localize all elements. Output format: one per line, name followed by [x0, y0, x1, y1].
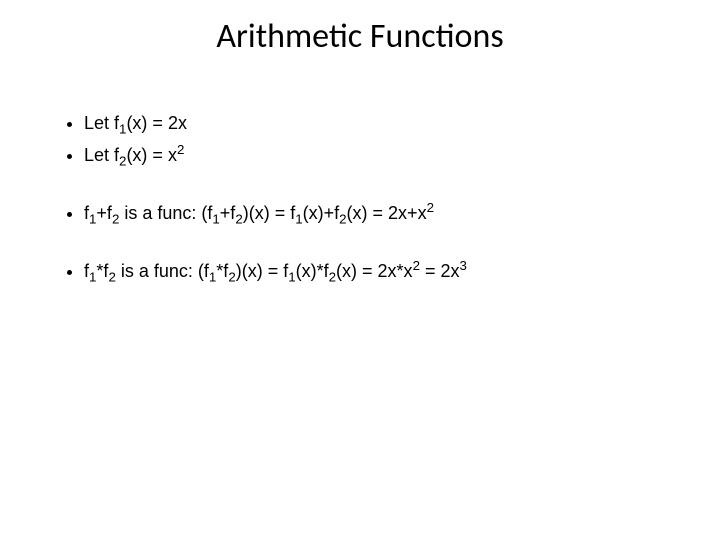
text: (x) = 2x+x [347, 203, 427, 223]
bullet-line-4: f1*f2 is a func: (f1*f2)(x) = f1(x)*f2(x… [84, 258, 660, 286]
subscript: 2 [329, 269, 336, 284]
text: (x) = 2x [126, 113, 187, 133]
superscript: 2 [427, 200, 434, 215]
text: *f [216, 261, 228, 281]
spacer [84, 232, 660, 254]
superscript: 2 [177, 142, 184, 157]
superscript: 2 [413, 258, 420, 273]
slide-content: Let f1(x) = 2x Let f2(x) = x2 f1+f2 is a… [60, 110, 660, 290]
bullet-list: Let f1(x) = 2x Let f2(x) = x2 f1+f2 is a… [60, 110, 660, 286]
subscript: 1 [212, 211, 219, 226]
text: (x) = 2x*x [336, 261, 413, 281]
text: (x)*f [296, 261, 329, 281]
text: is a func: (f [116, 261, 209, 281]
text: Let f [84, 145, 119, 165]
text: +f [96, 203, 112, 223]
subscript: 2 [339, 211, 346, 226]
subscript: 1 [295, 211, 302, 226]
subscript: 2 [228, 269, 235, 284]
text: = 2x [420, 261, 460, 281]
slide: Arithmetic Functions Let f1(x) = 2x Let … [0, 0, 720, 540]
subscript: 2 [108, 269, 115, 284]
bullet-line-1: Let f1(x) = 2x [84, 110, 660, 138]
text: Let f [84, 113, 119, 133]
bullet-line-2: Let f2(x) = x2 [84, 142, 660, 170]
text: (x) = x [126, 145, 177, 165]
text: )(x) = f [243, 203, 296, 223]
slide-title: Arithmetic Functions [0, 16, 720, 57]
subscript: 2 [235, 211, 242, 226]
bullet-line-3: f1+f2 is a func: (f1+f2)(x) = f1(x)+f2(x… [84, 200, 660, 228]
spacer [84, 174, 660, 196]
text: )(x) = f [236, 261, 289, 281]
text: is a func: (f [119, 203, 212, 223]
text: (x)+f [303, 203, 340, 223]
subscript: 1 [288, 269, 295, 284]
text: +f [220, 203, 236, 223]
text: *f [96, 261, 108, 281]
superscript: 3 [460, 258, 467, 273]
